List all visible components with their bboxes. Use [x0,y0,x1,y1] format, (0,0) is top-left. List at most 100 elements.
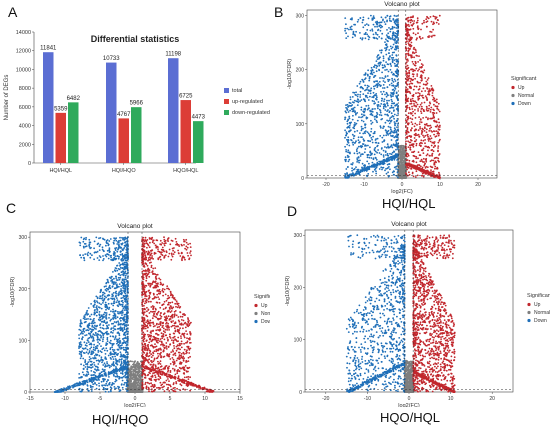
scatter-point [431,112,434,114]
scatter-point [390,153,393,156]
scatter-point [111,346,113,349]
scatter-point [410,68,412,71]
scatter-point [394,104,396,107]
scatter-point [415,54,418,57]
scatter-point [386,163,389,166]
scatter-point [415,21,418,24]
scatter-point [398,160,400,163]
scatter-point [353,152,356,155]
scatter-point [396,124,399,126]
scatter-point [413,52,416,54]
scatter-point [393,166,396,169]
scatter-point [108,366,111,369]
scatter-point [364,126,367,129]
scatter-point [420,110,422,113]
scatter-point [104,289,107,291]
scatter-point [112,292,115,294]
scatter-point [97,242,100,245]
bar-up-regulated [55,112,66,163]
scatter-point [425,18,428,21]
scatter-point [104,390,107,393]
scatter-point [383,98,386,101]
scatter-point [103,384,105,387]
scatter-point [373,71,375,74]
scatter-point [89,334,92,337]
scatter-point [407,112,410,115]
scatter-point [356,158,359,161]
scatter-point [353,127,356,130]
scatter-point [120,288,122,290]
scatter-point [395,140,397,142]
scatter-point [391,171,394,174]
scatter-point [99,289,102,292]
scatter-point [379,21,382,24]
scatter-point [118,268,121,271]
scatter-point [393,102,395,105]
scatter-point [90,374,93,377]
x-tick-label: HQI/HQO [112,168,137,174]
scatter-point [101,348,104,351]
scatter-point [385,134,388,137]
scatter-point [406,106,409,109]
scatter-point [98,317,101,319]
scatter-point [414,100,416,103]
scatter-point [376,56,378,58]
scatter-point [91,366,94,368]
scatter-point [345,131,348,134]
scatter-point [347,126,350,129]
scatter-point [113,242,115,245]
scatter-point [387,63,390,66]
scatter-point [407,60,409,62]
scatter-point [421,160,423,163]
bar-down-regulated [193,121,204,163]
scatter-point [370,87,373,90]
scatter-point [120,250,122,253]
scatter-point [379,26,382,29]
scatter-point [430,88,433,91]
scatter-point [115,366,117,368]
scatter-point [422,134,424,137]
scatter-point [113,253,116,255]
scatter-point [407,115,409,118]
scatter-point [372,91,375,94]
scatter-point [426,87,428,89]
legend-label: Normal [518,93,534,99]
scatter-point [349,18,352,21]
scatter-point [352,114,354,117]
scatter-point [84,361,86,364]
scatter-point [429,135,432,137]
scatter-point [116,342,118,345]
scatter-point [387,145,389,148]
scatter-point [108,247,111,250]
scatter-point [363,164,365,167]
scatter-point [118,361,121,363]
scatter-point [121,386,124,389]
scatter-point [100,380,103,383]
scatter-point [395,40,398,43]
scatter-point [114,267,117,269]
scatter-point [391,135,394,138]
scatter-point [379,49,381,52]
scatter-point [91,324,94,327]
scatter-point [346,122,349,125]
scatter-point [392,72,395,75]
scatter-point [344,118,346,121]
scatter-point [387,78,389,81]
scatter-point [412,145,415,148]
scatter-point [370,66,373,69]
scatter-point [126,301,129,304]
scatter-point [85,363,87,365]
scatter-point [426,107,428,110]
scatter-point [392,95,394,97]
scatter-point [375,95,378,97]
scatter-point [92,350,94,353]
scatter-point [92,329,95,331]
scatter-point [102,386,105,389]
scatter-point [115,321,118,323]
scatter-point [432,28,434,31]
scatter-point [344,136,346,139]
scatter-point [347,141,350,144]
scatter-point [373,100,375,103]
scatter-point [391,60,394,63]
